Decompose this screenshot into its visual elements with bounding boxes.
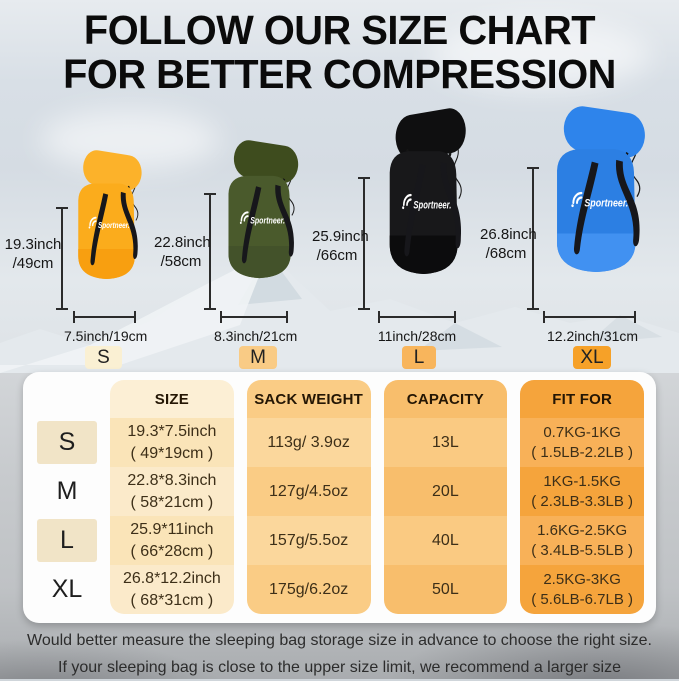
height-inch-xl: 26.8inch [480,226,537,243]
column-capacity: CAPACITY 13L 20L 40L 50L [383,380,508,614]
fit-lb: ( 2.3LB-3.3LB ) [531,492,633,510]
height-label-l: 25.9inch /66cm [312,228,369,266]
height-inch-s: 19.3inch [4,236,62,253]
column-header-sack-weight: SACK WEIGHT [246,380,371,418]
title-line-2: FOR BETTER COMPRESSION [63,51,616,98]
size-inch: 19.3*7.5inch [127,423,217,441]
height-cm-m: /58cm [160,252,202,270]
capacity-cell-l: 40L [383,516,508,565]
cloud [430,20,650,90]
fit-kg: 1.6KG-2.5KG [537,521,628,539]
footer-note: Would better measure the sleeping bag st… [0,627,679,681]
column-size: SIZE 19.3*7.5inch ( 49*19cm ) 22.8*8.3in… [110,380,234,614]
fit-lb: ( 1.5LB-2.2LB ) [531,443,633,461]
width-label-s: 7.5inch/19cm [64,328,148,344]
height-inch-l: 25.9inch [312,228,369,245]
fit-cell-l: 1.6KG-2.5KG ( 3.4LB-5.5LB ) [520,516,644,565]
row-label-s: S [37,421,97,464]
width-dimension-line-l [378,311,456,323]
row-label-m: M [56,477,78,505]
row-label-xl: XL [51,575,83,603]
stuff-sack-s-yellow: Sportneer. [78,150,142,280]
width-label-m: 8.3inch/21cm [214,328,298,344]
brand-name: Sportneer. [584,198,628,210]
brand-logo: Sportneer. [571,191,628,210]
height-dimension-line-l [358,177,370,310]
size-cell-s: 19.3*7.5inch ( 49*19cm ) [110,418,234,467]
size-cell-m: 22.8*8.3inch ( 58*21cm ) [110,467,234,516]
width-dimension-line-s [73,311,136,323]
row-label-header-spacer [37,380,97,418]
fit-cell-xl: 2.5KG-3KG ( 5.6LB-6.7LB ) [520,565,644,614]
fit-kg: 0.7KG-1KG [543,423,621,441]
fit-lb: ( 5.6LB-6.7LB ) [531,590,633,608]
size-cm: ( 66*28cm ) [130,542,214,560]
width-label-xl: 12.2inch/31cm [547,328,639,344]
row-label-column: S M L XL [37,380,97,614]
stuff-sack-m-green: Sportneer. [228,140,299,279]
height-cm-xl: /68cm [485,244,527,262]
fit-cell-m: 1KG-1.5KG ( 2.3LB-3.3LB ) [520,467,644,516]
height-label-m: 22.8inch /58cm [154,234,211,272]
footer-line-1: Would better measure the sleeping bag st… [27,632,652,649]
width-dimension-line-m [220,311,288,323]
size-cm: ( 58*21cm ) [130,493,214,511]
weight-cell-xl: 175g/6.2oz [246,565,371,614]
height-label-xl: 26.8inch /68cm [480,226,537,264]
height-dimension-line-m [204,193,216,310]
capacity-cell-s: 13L [383,418,508,467]
size-cell-xl: 26.8*12.2inch ( 68*31cm ) [110,565,234,614]
stuff-sack-xl-blue: Sportneer. [557,106,645,273]
title-line-1: FOLLOW OUR SIZE CHART [83,7,596,53]
column-sack-weight: SACK WEIGHT 113g/ 3.9oz 127g/4.5oz 157g/… [246,380,371,614]
fit-kg: 2.5KG-3KG [543,570,621,588]
height-label-s: 19.3inch /49cm [4,236,62,274]
footer-line-2: If your sleeping bag is close to the upp… [58,659,621,676]
height-inch-m: 22.8inch [154,234,211,251]
height-dimension-line-s [56,207,68,310]
capacity-cell-xl: 50L [383,565,508,614]
size-tag-xl: XL [573,346,611,369]
size-chart-table: S M L XL SIZE 19.3*7.5inch ( 49*19cm ) 2… [23,372,656,623]
column-fit-for: FIT FOR 0.7KG-1KG ( 1.5LB-2.2LB ) 1KG-1.… [520,380,644,614]
weight-cell-m: 127g/4.5oz [246,467,371,516]
size-tag-l: L [402,346,436,369]
capacity-cell-m: 20L [383,467,508,516]
size-cm: ( 68*31cm ) [130,591,214,609]
brand-name: Sportneer. [98,220,130,230]
brand-name: Sportneer. [250,216,285,226]
size-inch: 26.8*12.2inch [122,570,221,588]
stuff-sack-l-black: Sportneer. [389,108,466,275]
column-header-size: SIZE [110,380,234,418]
column-header-fit-for: FIT FOR [520,380,644,418]
fit-kg: 1KG-1.5KG [543,472,621,490]
width-label-l: 11inch/28cm [377,328,457,344]
brand-logo: Sportneer. [88,216,130,230]
column-header-capacity: CAPACITY [383,380,508,418]
weight-cell-s: 113g/ 3.9oz [246,418,371,467]
row-label-l: L [37,519,97,562]
height-cm-l: /66cm [316,246,358,264]
brand-name: Sportneer. [413,199,451,211]
mountain-backdrop [0,253,679,373]
fit-cell-s: 0.7KG-1KG ( 1.5LB-2.2LB ) [520,418,644,467]
brand-logo: Sportneer. [402,193,451,211]
size-tag-m: M [239,346,277,369]
page-title: FOLLOW OUR SIZE CHART FOR BETTER COMPRES… [10,8,669,97]
brand-logo: Sportneer. [239,211,285,226]
weight-cell-l: 157g/5.5oz [246,516,371,565]
size-cell-l: 25.9*11inch ( 66*28cm ) [110,516,234,565]
size-tag-s: S [85,346,122,369]
size-inch: 22.8*8.3inch [127,472,217,490]
size-cm: ( 49*19cm ) [130,444,214,462]
fit-lb: ( 3.4LB-5.5LB ) [531,541,633,559]
size-inch: 25.9*11inch [130,521,214,539]
height-dimension-line-xl [527,167,539,310]
width-dimension-line-xl [543,311,636,323]
height-cm-s: /49cm [12,254,54,272]
